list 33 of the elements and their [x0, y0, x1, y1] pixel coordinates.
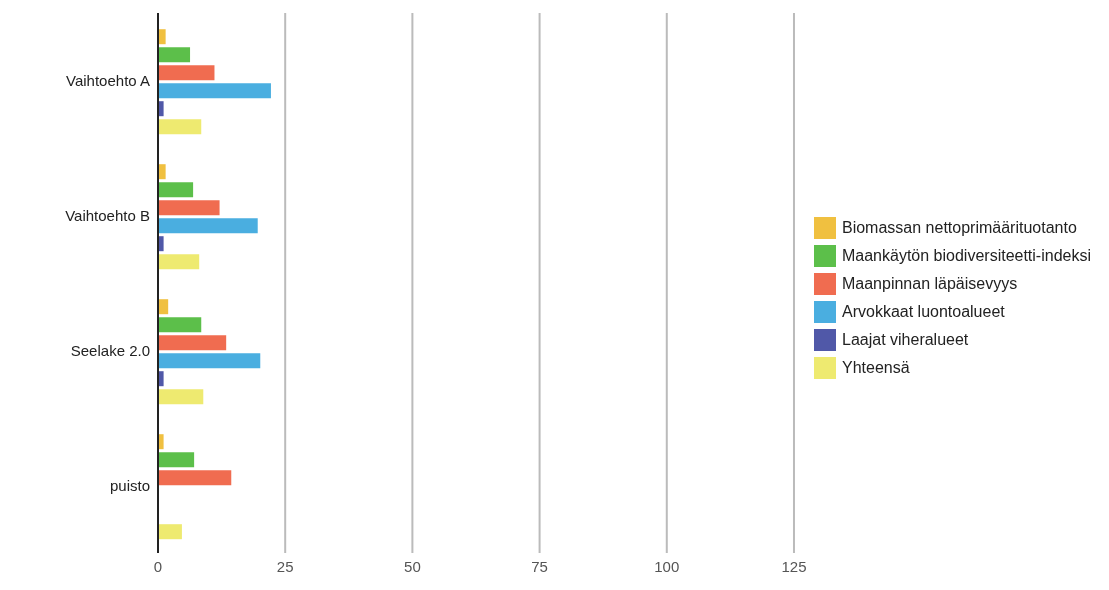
bar — [158, 182, 194, 198]
legend-label: Biomassan nettoprimäärituotanto — [841, 218, 1077, 238]
bar — [158, 119, 202, 135]
bar — [158, 524, 182, 540]
x-tick-label: 25 — [276, 557, 294, 575]
bar — [158, 353, 261, 369]
bar — [158, 452, 195, 468]
legend-label: Yhteensä — [841, 358, 910, 378]
y-tick-label: puisto — [109, 476, 150, 494]
bar — [158, 335, 227, 351]
bar — [158, 218, 258, 234]
y-tick-label: Vaihtoehto A — [66, 71, 150, 89]
legend-label: Laajat viheralueet — [841, 330, 969, 350]
bar — [158, 29, 166, 45]
bar — [158, 470, 232, 486]
bar — [158, 317, 202, 333]
x-tick-label: 125 — [781, 557, 807, 575]
bar — [158, 254, 200, 270]
bar — [158, 164, 166, 180]
bar — [158, 389, 204, 405]
bar — [158, 47, 191, 63]
x-tick-label: 100 — [654, 557, 680, 575]
y-tick-label: Vaihtoehto B — [65, 206, 150, 224]
bar — [158, 65, 215, 81]
y-tick-label: Seelake 2.0 — [70, 341, 150, 359]
legend-label: Maanpinnan läpäisevyys — [841, 274, 1018, 294]
bar — [158, 200, 220, 216]
x-tick-label: 0 — [153, 557, 163, 575]
legend-label: Arvokkaat luontoalueet — [841, 302, 1005, 322]
legend-label: Maankäytön biodiversiteetti-indeksi — [841, 246, 1091, 266]
x-tick-label: 75 — [531, 557, 548, 575]
bar — [158, 83, 271, 99]
x-tick-label: 50 — [404, 557, 421, 575]
